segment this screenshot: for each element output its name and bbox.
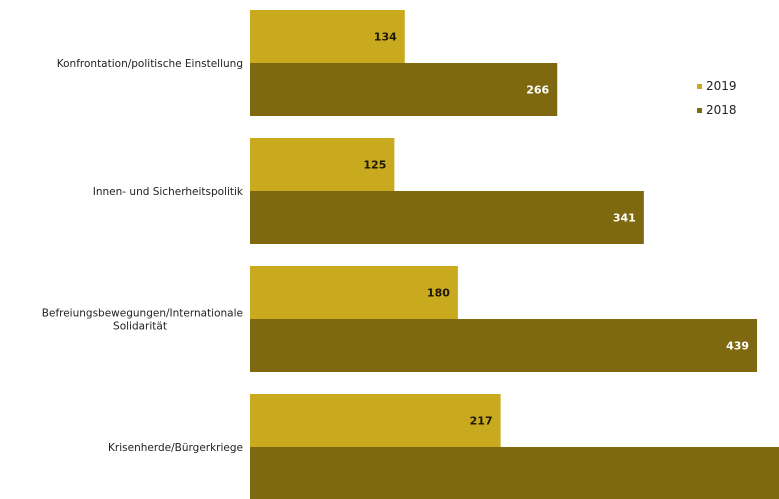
value-label-2019-2: 180 xyxy=(427,287,450,300)
value-label-2018-2: 439 xyxy=(726,340,749,353)
category-labels: Konfrontation/politische Einstellung Inne… xyxy=(42,58,244,454)
legend-label-2018: 2018 xyxy=(706,103,737,117)
bar-2018-0 xyxy=(250,63,558,116)
category-label-2-line-0: Befreiungsbewegungen/Internationale xyxy=(42,308,243,320)
value-label-2018-1: 341 xyxy=(613,212,636,225)
value-label-2019-0: 134 xyxy=(374,31,397,44)
bars: 134266125341180439217487 xyxy=(250,10,779,499)
category-label-0: Konfrontation/politische Einstellung xyxy=(57,58,243,70)
legend-swatch-2019 xyxy=(697,84,702,89)
legend-swatch-2018 xyxy=(697,108,702,113)
bar-2019-2 xyxy=(250,266,458,319)
category-label-3: Krisenherde/Bürgerkriege xyxy=(108,442,243,454)
bar-2019-3 xyxy=(250,394,501,447)
value-label-2019-1: 125 xyxy=(363,159,386,172)
category-label-1: Innen- und Sicherheitspolitik xyxy=(93,186,244,198)
bar-2019-1 xyxy=(250,138,395,191)
value-label-2018-0: 266 xyxy=(526,84,549,97)
legend-label-2019: 2019 xyxy=(706,79,737,93)
bar-2018-1 xyxy=(250,191,644,244)
category-label-2-line-1: Solidarität xyxy=(113,321,167,333)
bar-2018-3 xyxy=(250,447,779,499)
value-label-2019-3: 217 xyxy=(470,415,493,428)
bar-2019-0 xyxy=(250,10,405,63)
bar-2018-2 xyxy=(250,319,758,372)
legend: 2019 2018 xyxy=(697,79,737,117)
